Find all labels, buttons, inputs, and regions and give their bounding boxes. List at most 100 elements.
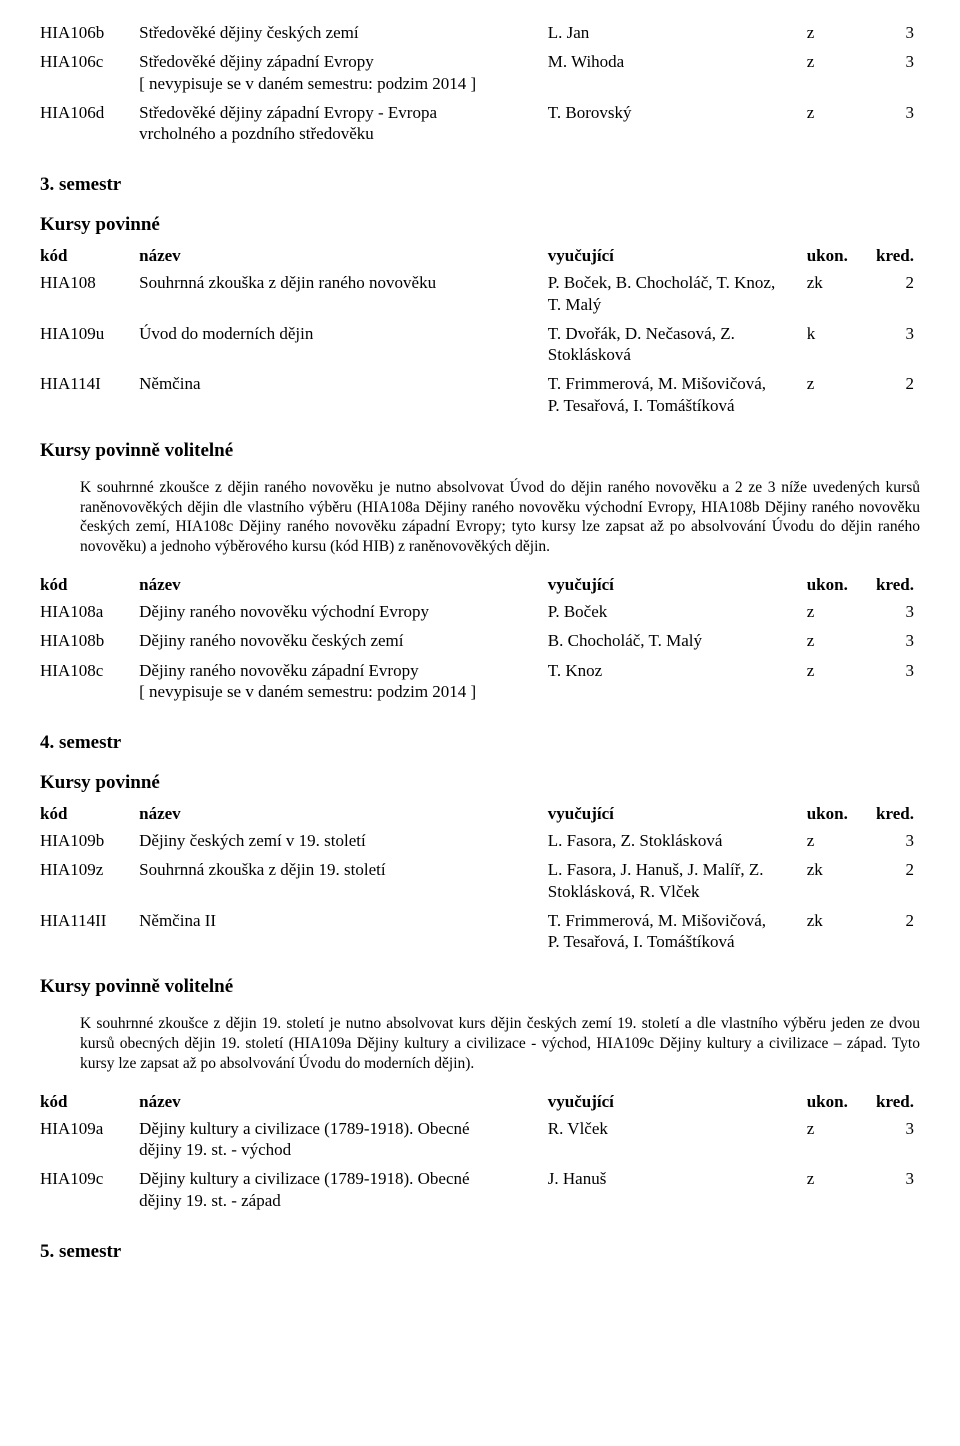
cell-completion: k bbox=[807, 321, 874, 372]
cell-teacher: T. Borovský bbox=[548, 100, 807, 151]
col-name: název bbox=[139, 571, 548, 599]
cell-teacher: R. Vlček bbox=[548, 1116, 807, 1167]
cell-teacher: L. Fasora, J. Hanuš, J. Malíř, Z.Stoklás… bbox=[548, 857, 807, 908]
cell-completion: zk bbox=[807, 857, 874, 908]
col-name: název bbox=[139, 800, 548, 828]
cell-completion: zk bbox=[807, 908, 874, 959]
cell-name: Středověké dějiny českých zemí bbox=[139, 20, 548, 49]
course-table-sem3b: kódnázevvyučujícíukon.kred. HIA108aDějin… bbox=[40, 571, 920, 708]
cell-completion: z bbox=[807, 599, 874, 628]
course-table-sem4: kódnázevvyučujícíukon.kred. HIA109bDějin… bbox=[40, 800, 920, 958]
cell-name-line2: dějiny 19. st. - východ bbox=[139, 1139, 542, 1160]
cell-name: Němčina II bbox=[139, 908, 548, 959]
cell-teacher: T. Dvořák, D. Nečasová, Z.Stoklásková bbox=[548, 321, 807, 372]
cell-name: Dějiny raného novověku českých zemí bbox=[139, 628, 548, 657]
cell-completion: z bbox=[807, 828, 874, 857]
kursy-povinne-heading-1: Kursy povinné bbox=[40, 214, 920, 236]
col-name: název bbox=[139, 1088, 548, 1116]
table-row: HIA108aDějiny raného novověku východní E… bbox=[40, 599, 920, 628]
cell-name-line2: vrcholného a pozdního středověku bbox=[139, 123, 542, 144]
col-compl: ukon. bbox=[807, 571, 874, 599]
cell-code: HIA108c bbox=[40, 658, 139, 709]
table-row: HIA109zSouhrnná zkouška z dějin 19. stol… bbox=[40, 857, 920, 908]
col-code: kód bbox=[40, 1088, 139, 1116]
cell-teacher-line2: Stoklásková, R. Vlček bbox=[548, 881, 801, 902]
col-cred: kred. bbox=[873, 800, 920, 828]
cell-completion: zk bbox=[807, 270, 874, 321]
cell-credits: 3 bbox=[873, 49, 920, 100]
cell-name: Souhrnná zkouška z dějin raného novověku bbox=[139, 270, 548, 321]
course-table-sem4b: kódnázevvyučujícíukon.kred. HIA109aDějin… bbox=[40, 1088, 920, 1217]
cell-teacher: M. Wihoda bbox=[548, 49, 807, 100]
table-row: HIA108bDějiny raného novověku českých ze… bbox=[40, 628, 920, 657]
cell-completion: z bbox=[807, 1116, 874, 1167]
cell-credits: 3 bbox=[873, 1116, 920, 1167]
cell-code: HIA108a bbox=[40, 599, 139, 628]
cell-teacher: P. Boček, B. Chocholáč, T. Knoz,T. Malý bbox=[548, 270, 807, 321]
cell-completion: z bbox=[807, 1166, 874, 1217]
cell-teacher-line2: Stoklásková bbox=[548, 344, 801, 365]
cell-completion: z bbox=[807, 49, 874, 100]
cell-code: HIA108b bbox=[40, 628, 139, 657]
kursy-volitelne-heading-1: Kursy povinně volitelné bbox=[40, 440, 920, 462]
cell-name: Souhrnná zkouška z dějin 19. století bbox=[139, 857, 548, 908]
table-row: HIA109uÚvod do moderních dějinT. Dvořák,… bbox=[40, 321, 920, 372]
cell-name: Středověké dějiny západní Evropy[ nevypi… bbox=[139, 49, 548, 100]
cell-name: Dějiny kultury a civilizace (1789-1918).… bbox=[139, 1166, 548, 1217]
note-sem4: K souhrnné zkoušce z dějin 19. století j… bbox=[80, 1014, 920, 1073]
table-row: HIA114IINěmčina IIT. Frimmerová, M. Mišo… bbox=[40, 908, 920, 959]
col-code: kód bbox=[40, 800, 139, 828]
table-row: HIA109cDějiny kultury a civilizace (1789… bbox=[40, 1166, 920, 1217]
cell-code: HIA108 bbox=[40, 270, 139, 321]
cell-name: Němčina bbox=[139, 371, 548, 422]
course-table-sem3: kódnázevvyučujícíukon.kred. HIA108Souhrn… bbox=[40, 242, 920, 422]
cell-credits: 3 bbox=[873, 828, 920, 857]
cell-completion: z bbox=[807, 100, 874, 151]
table-row: HIA106bStředověké dějiny českých zemíL. … bbox=[40, 20, 920, 49]
cell-name: Dějiny kultury a civilizace (1789-1918).… bbox=[139, 1116, 548, 1167]
cell-code: HIA109u bbox=[40, 321, 139, 372]
cell-completion: z bbox=[807, 628, 874, 657]
cell-credits: 3 bbox=[873, 599, 920, 628]
cell-code: HIA106b bbox=[40, 20, 139, 49]
cell-credits: 2 bbox=[873, 908, 920, 959]
cell-code: HIA106c bbox=[40, 49, 139, 100]
cell-credits: 2 bbox=[873, 270, 920, 321]
cell-code: HIA114II bbox=[40, 908, 139, 959]
cell-completion: z bbox=[807, 658, 874, 709]
col-name: název bbox=[139, 242, 548, 270]
cell-teacher: L. Jan bbox=[548, 20, 807, 49]
table-row: HIA106cStředověké dějiny západní Evropy[… bbox=[40, 49, 920, 100]
cell-credits: 3 bbox=[873, 628, 920, 657]
cell-code: HIA109z bbox=[40, 857, 139, 908]
col-teacher: vyučující bbox=[548, 242, 807, 270]
table-row: HIA109aDějiny kultury a civilizace (1789… bbox=[40, 1116, 920, 1167]
cell-name: Středověké dějiny západní Evropy - Evrop… bbox=[139, 100, 548, 151]
cell-code: HIA114I bbox=[40, 371, 139, 422]
kursy-povinne-heading-2: Kursy povinné bbox=[40, 772, 920, 794]
cell-teacher: P. Boček bbox=[548, 599, 807, 628]
cell-teacher: J. Hanuš bbox=[548, 1166, 807, 1217]
cell-credits: 3 bbox=[873, 100, 920, 151]
table-row: HIA109bDějiny českých zemí v 19. století… bbox=[40, 828, 920, 857]
cell-teacher: T. Frimmerová, M. Mišovičová,P. Tesařová… bbox=[548, 908, 807, 959]
cell-credits: 2 bbox=[873, 371, 920, 422]
cell-code: HIA109a bbox=[40, 1116, 139, 1167]
cell-name-line2: [ nevypisuje se v daném semestru: podzim… bbox=[139, 681, 542, 702]
cell-credits: 2 bbox=[873, 857, 920, 908]
cell-completion: z bbox=[807, 20, 874, 49]
col-teacher: vyučující bbox=[548, 571, 807, 599]
table-row: HIA106dStředověké dějiny západní Evropy … bbox=[40, 100, 920, 151]
cell-name: Úvod do moderních dějin bbox=[139, 321, 548, 372]
col-cred: kred. bbox=[873, 571, 920, 599]
cell-completion: z bbox=[807, 371, 874, 422]
semester-5-heading: 5. semestr bbox=[40, 1241, 920, 1263]
kursy-volitelne-heading-2: Kursy povinně volitelné bbox=[40, 976, 920, 998]
table-row: HIA114INěmčinaT. Frimmerová, M. Mišovičo… bbox=[40, 371, 920, 422]
semester-3-heading: 3. semestr bbox=[40, 174, 920, 196]
cell-name: Dějiny raného novověku západní Evropy[ n… bbox=[139, 658, 548, 709]
col-cred: kred. bbox=[873, 1088, 920, 1116]
cell-teacher: L. Fasora, Z. Stoklásková bbox=[548, 828, 807, 857]
cell-credits: 3 bbox=[873, 321, 920, 372]
cell-teacher: T. Knoz bbox=[548, 658, 807, 709]
